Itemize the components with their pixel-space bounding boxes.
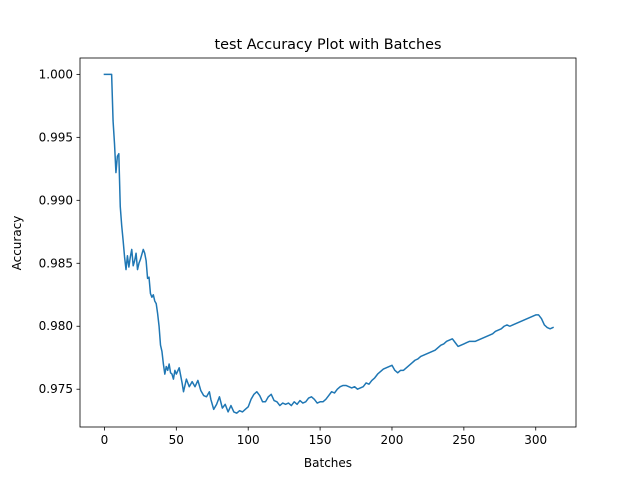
- x-tick-label: 200: [381, 433, 404, 447]
- axes-frame: [79, 57, 577, 428]
- y-tick-label: 1.000: [39, 67, 73, 81]
- y-axis-ticks: 0.975 0.980 0.985 0.990 0.995 1.000: [39, 67, 80, 396]
- y-tick-label: 0.975: [39, 382, 73, 396]
- x-axis-label: Batches: [304, 456, 352, 470]
- x-tick-label: 0: [101, 433, 109, 447]
- plot-area: [79, 57, 577, 428]
- x-tick-label: 250: [452, 433, 475, 447]
- y-axis-label: Accuracy: [10, 216, 24, 271]
- y-tick-label: 0.995: [39, 130, 73, 144]
- y-tick-label: 0.985: [39, 256, 73, 270]
- x-tick-label: 150: [309, 433, 332, 447]
- chart-title: test Accuracy Plot with Batches: [214, 37, 441, 53]
- y-tick-label: 0.980: [39, 319, 73, 333]
- x-tick-label: 100: [237, 433, 260, 447]
- x-axis-ticks: 0 50 100 150 200 250 300: [101, 427, 547, 447]
- x-tick-label: 50: [169, 433, 184, 447]
- x-tick-label: 300: [524, 433, 547, 447]
- y-tick-label: 0.990: [39, 193, 73, 207]
- series-line-0: [103, 73, 554, 414]
